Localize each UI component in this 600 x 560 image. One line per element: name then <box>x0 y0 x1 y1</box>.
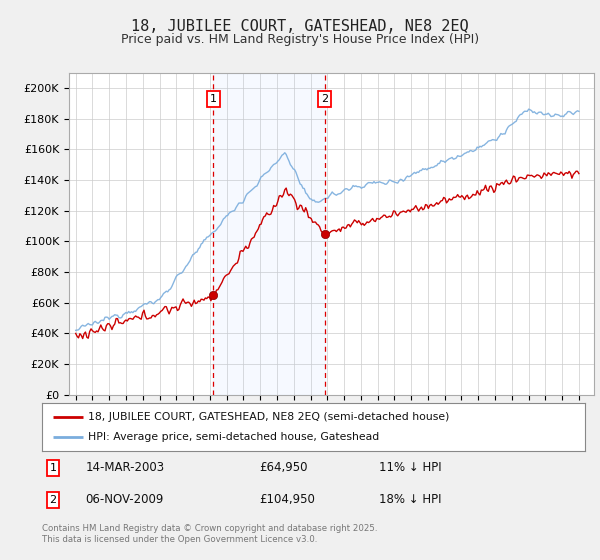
Text: 14-MAR-2003: 14-MAR-2003 <box>85 461 164 474</box>
Text: 2: 2 <box>49 495 56 505</box>
Text: HPI: Average price, semi-detached house, Gateshead: HPI: Average price, semi-detached house,… <box>88 432 379 442</box>
Text: 06-NOV-2009: 06-NOV-2009 <box>85 493 164 506</box>
Text: 11% ↓ HPI: 11% ↓ HPI <box>379 461 441 474</box>
Text: £104,950: £104,950 <box>259 493 315 506</box>
Text: 18, JUBILEE COURT, GATESHEAD, NE8 2EQ: 18, JUBILEE COURT, GATESHEAD, NE8 2EQ <box>131 20 469 34</box>
Text: 2: 2 <box>321 94 328 104</box>
Text: 18% ↓ HPI: 18% ↓ HPI <box>379 493 441 506</box>
Bar <box>213 73 325 395</box>
Text: 1: 1 <box>210 94 217 104</box>
Text: 1: 1 <box>49 463 56 473</box>
Text: 18, JUBILEE COURT, GATESHEAD, NE8 2EQ (semi-detached house): 18, JUBILEE COURT, GATESHEAD, NE8 2EQ (s… <box>88 412 449 422</box>
Text: Contains HM Land Registry data © Crown copyright and database right 2025.
This d: Contains HM Land Registry data © Crown c… <box>42 524 377 544</box>
Text: Price paid vs. HM Land Registry's House Price Index (HPI): Price paid vs. HM Land Registry's House … <box>121 32 479 46</box>
Text: £64,950: £64,950 <box>259 461 308 474</box>
